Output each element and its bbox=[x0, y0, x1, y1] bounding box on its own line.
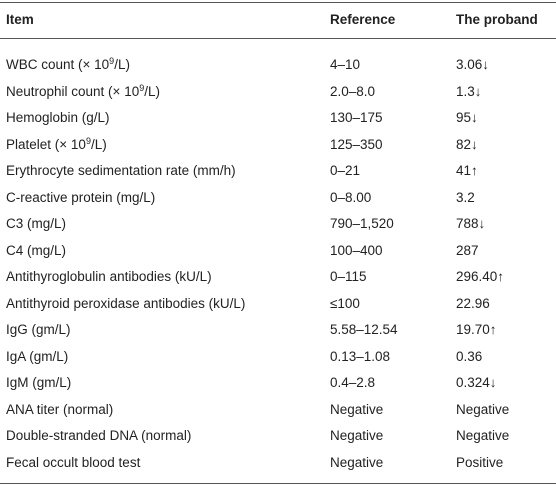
item-cell: Neutrophil count (× 109/L) bbox=[6, 82, 160, 100]
item-text: ANA titer (normal) bbox=[6, 401, 114, 417]
proband-cell: 788↓ bbox=[456, 216, 486, 232]
item-text: WBC count (× 10 bbox=[6, 57, 110, 73]
item-text: Neutrophil count (× 10 bbox=[6, 83, 140, 99]
reference-cell: 790–1,520 bbox=[330, 216, 394, 232]
reference-cell: 125–350 bbox=[330, 136, 383, 152]
proband-cell: 95↓ bbox=[456, 110, 478, 126]
item-cell: C3 (mg/L) bbox=[6, 216, 66, 232]
proband-cell: 296.40↑ bbox=[456, 269, 505, 285]
reference-cell: 0–115 bbox=[330, 269, 367, 285]
superscript: 9 bbox=[85, 135, 91, 146]
item-text: C4 (mg/L) bbox=[6, 242, 67, 258]
item-text: IgM (gm/L) bbox=[6, 375, 72, 391]
item-text: Hemoglobin (g/L) bbox=[6, 110, 110, 126]
item-cell: Erythrocyte sedimentation rate (mm/h) bbox=[6, 163, 236, 179]
reference-cell: Negative bbox=[330, 454, 384, 470]
proband-cell: 19.70↑ bbox=[456, 322, 497, 338]
item-text: Fecal occult blood test bbox=[6, 454, 141, 470]
reference-cell: Negative bbox=[330, 428, 384, 444]
header-cell: Item bbox=[6, 12, 34, 27]
proband-cell: 3.2 bbox=[456, 189, 475, 205]
bottom-rule bbox=[0, 483, 556, 484]
item-cell: Hemoglobin (g/L) bbox=[6, 110, 110, 126]
reference-cell: 5.58–12.54 bbox=[330, 322, 398, 338]
header-cell: The proband bbox=[456, 12, 538, 27]
item-cell: WBC count (× 109/L) bbox=[6, 57, 130, 73]
proband-cell: 82↓ bbox=[456, 136, 478, 152]
proband-cell: 0.324↓ bbox=[456, 375, 497, 391]
proband-cell: Positive bbox=[456, 454, 504, 470]
header-cell: Reference bbox=[330, 12, 396, 27]
proband-cell: 22.96 bbox=[456, 295, 490, 311]
item-text: IgA (gm/L) bbox=[6, 348, 69, 364]
reference-cell: 4–10 bbox=[330, 57, 361, 73]
superscript: 9 bbox=[109, 56, 115, 67]
superscript: 9 bbox=[139, 82, 145, 93]
item-text: Platelet (× 10 bbox=[6, 136, 86, 152]
proband-cell: 41↑ bbox=[456, 163, 478, 179]
item-text: Antithyroglobulin antibodies (kU/L) bbox=[6, 269, 212, 285]
top-rule bbox=[0, 2, 556, 3]
proband-cell: 3.06↓ bbox=[456, 57, 490, 73]
reference-cell: 0.4–2.8 bbox=[330, 375, 376, 391]
reference-cell: ≤100 bbox=[330, 295, 360, 311]
proband-cell: 1.3↓ bbox=[456, 83, 482, 99]
item-text: Antithyroid peroxidase antibodies (kU/L) bbox=[6, 295, 246, 311]
item-text: Erythrocyte sedimentation rate (mm/h) bbox=[6, 163, 236, 179]
item-text: IgG (gm/L) bbox=[6, 322, 71, 338]
item-cell: Double-stranded DNA (normal) bbox=[6, 428, 191, 444]
reference-cell: 0–21 bbox=[330, 163, 361, 179]
item-cell: IgA (gm/L) bbox=[6, 349, 68, 365]
item-text: Double-stranded DNA (normal) bbox=[6, 428, 192, 444]
reference-cell: 0–8.00 bbox=[330, 189, 372, 205]
item-text: C3 (mg/L) bbox=[6, 216, 67, 232]
item-cell: Fecal occult blood test bbox=[6, 455, 140, 471]
reference-cell: 100–400 bbox=[330, 242, 383, 258]
reference-cell: Negative bbox=[330, 401, 384, 417]
item-cell: ANA titer (normal) bbox=[6, 402, 113, 418]
item-cell: Antithyroid peroxidase antibodies (kU/L) bbox=[6, 296, 245, 312]
item-text: /L) bbox=[90, 136, 107, 152]
item-cell: C4 (mg/L) bbox=[6, 243, 66, 259]
proband-cell: 0.36 bbox=[456, 348, 483, 364]
item-cell: IgG (gm/L) bbox=[6, 322, 71, 338]
reference-cell: 130–175 bbox=[330, 110, 383, 126]
item-cell: IgM (gm/L) bbox=[6, 375, 71, 391]
reference-cell: 0.13–1.08 bbox=[330, 348, 391, 364]
item-text: /L) bbox=[114, 57, 130, 73]
reference-cell: 2.0–8.0 bbox=[330, 83, 376, 99]
item-text: /L) bbox=[144, 83, 160, 99]
header-rule bbox=[0, 38, 556, 39]
proband-cell: Negative bbox=[456, 401, 510, 417]
proband-cell: Negative bbox=[456, 428, 510, 444]
item-cell: C-reactive protein (mg/L) bbox=[6, 190, 155, 206]
item-text: C-reactive protein (mg/L) bbox=[6, 189, 156, 205]
item-cell: Antithyroglobulin antibodies (kU/L) bbox=[6, 269, 212, 285]
item-cell: Platelet (× 109/L) bbox=[6, 135, 107, 153]
proband-cell: 287 bbox=[456, 242, 479, 258]
